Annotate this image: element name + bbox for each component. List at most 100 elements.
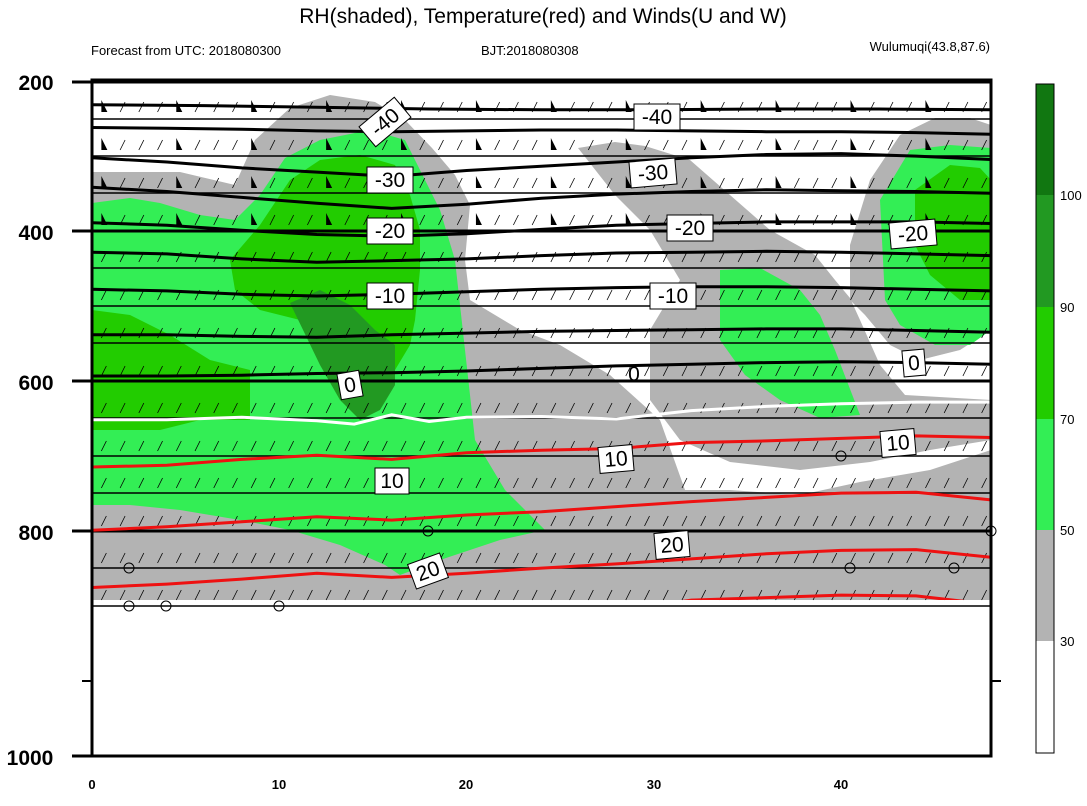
wind-barb-flag (326, 138, 333, 150)
isotherm-line (92, 220, 991, 238)
isotherm-line (92, 434, 991, 469)
wind-barb (793, 440, 800, 452)
isotherm-label: 0 (901, 348, 927, 378)
wind-barb (438, 402, 444, 414)
wind-barb-flag (625, 176, 632, 188)
wind-barb (157, 139, 163, 151)
wind-barb-flag (251, 100, 258, 112)
wind-barb (962, 177, 969, 189)
wind-barb (962, 402, 969, 414)
isotherm-label: 0 (628, 363, 640, 386)
wind-barb (812, 289, 819, 301)
wind-barb (194, 477, 201, 489)
wind-barb (531, 139, 538, 151)
wind-barb (438, 477, 444, 489)
svg-text:10: 10 (603, 447, 628, 472)
wind-barb (737, 251, 744, 263)
wind-barb (194, 552, 201, 564)
wind-barb (681, 365, 688, 377)
wind-barb-flag (176, 213, 183, 225)
wind-barb (400, 440, 407, 452)
wind-barb (513, 214, 519, 226)
wind-barb (119, 402, 126, 414)
wind-barb (269, 552, 276, 564)
wind-barb (662, 365, 669, 377)
wind-barb (344, 139, 351, 151)
wind-barb (831, 365, 838, 377)
wind-barb (906, 177, 913, 189)
wind-barb (250, 402, 257, 414)
wind-barb (625, 477, 632, 489)
wind-barb (850, 552, 856, 564)
wind-barb (681, 139, 688, 151)
wind-barb (344, 440, 351, 452)
svg-text:-20: -20 (897, 222, 929, 248)
wind-barb (307, 177, 313, 189)
wind-barb (363, 214, 369, 226)
wind-barb (925, 440, 931, 452)
wind-barb (456, 552, 463, 564)
wind-barb (325, 440, 332, 452)
wind-barb-flag (326, 176, 333, 188)
svg-text:0: 0 (342, 373, 358, 398)
calm-wind-circle (844, 562, 856, 574)
wind-barb (681, 177, 688, 189)
isotherm-label: -30 (628, 157, 678, 189)
wind-barb (681, 589, 688, 601)
wind-barb (232, 214, 238, 226)
wind-barb (569, 289, 575, 301)
wind-barb (981, 365, 987, 377)
wind-barb (269, 477, 276, 489)
y-tick-200: 200 (18, 72, 53, 95)
wind-barb (868, 552, 875, 564)
wind-barb (625, 589, 632, 601)
isotherm-line (635, 648, 935, 670)
wind-barb (850, 289, 856, 301)
y-axis: 200 400 600 800 1000 (7, 72, 1001, 770)
wind-barb-flag (625, 213, 632, 225)
wind-barb (419, 402, 426, 414)
wind-barb (662, 477, 669, 489)
wind-barb (307, 139, 313, 151)
wind-barb (887, 477, 894, 489)
colorbar-bin-50 (1036, 419, 1054, 530)
wind-barb (793, 214, 800, 226)
wind-barb (494, 177, 501, 189)
svg-text:-10: -10 (658, 285, 688, 308)
wind-barb (119, 327, 126, 339)
wind-barb (419, 214, 426, 226)
wind-barb (175, 477, 182, 489)
svg-text:-20: -20 (675, 217, 705, 240)
wind-barb (194, 177, 201, 189)
svg-text:-20: -20 (375, 220, 405, 243)
wind-barb (307, 251, 313, 263)
wind-barb (456, 139, 463, 151)
x-tick-40: 40 (834, 777, 848, 792)
wind-barb (887, 552, 894, 564)
wind-barb (307, 440, 313, 452)
wind-barb (138, 177, 145, 189)
isotherm-label: -40 (633, 103, 681, 131)
wind-barb (138, 440, 145, 452)
wind-barb (831, 177, 838, 189)
isotherm-line (92, 185, 991, 210)
wind-barb (101, 440, 107, 452)
colorbar-bin-0 (1036, 641, 1054, 753)
x-tick-10: 10 (272, 777, 286, 792)
colorbar-bin-70 (1036, 307, 1054, 419)
wind-barb (419, 139, 426, 151)
wind-barb (906, 477, 913, 489)
calm-wind-circle (123, 562, 135, 574)
wind-barb (587, 214, 594, 226)
wind-barb (569, 515, 575, 527)
wind-barb (719, 515, 725, 527)
wind-barb (644, 477, 650, 489)
wind-barb (606, 139, 613, 151)
isotherm-line (92, 249, 991, 264)
isotherm-label: 20 (406, 552, 450, 590)
wind-barb (644, 589, 650, 601)
wind-barb (550, 402, 557, 414)
isotherm-label: -30 (366, 166, 414, 194)
wind-barb-flag (850, 138, 857, 150)
wind-barb (344, 402, 351, 414)
